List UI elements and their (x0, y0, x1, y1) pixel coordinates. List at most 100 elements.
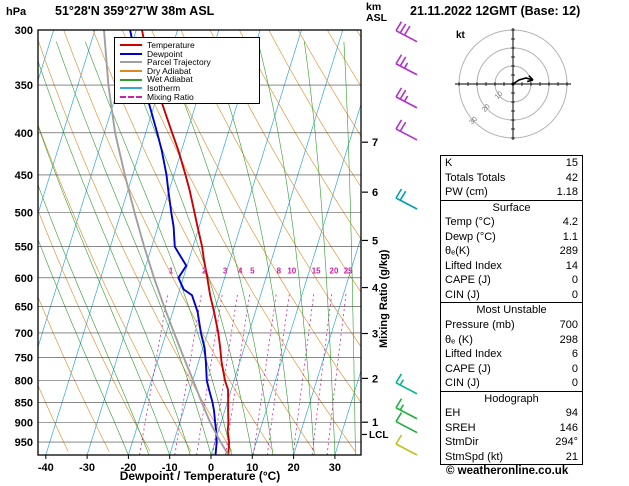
table-label: Lifted Index (445, 348, 502, 361)
lcl-label: LCL (369, 430, 388, 441)
altitude-unit-km: km (366, 1, 382, 13)
mixing-ratio-value-label: 4 (238, 267, 243, 276)
table-value: 1.1 (562, 230, 578, 243)
table-row: CIN (J) 0 (441, 288, 582, 303)
table-section-header: Most Unstable (441, 302, 582, 318)
pressure-tick-label: 950 (15, 437, 33, 449)
datetime-label: 21.11.2022 12GMT (Base: 12) (410, 4, 581, 18)
dry-adiabat-grid (38, 30, 361, 452)
legend-item-parcel-trajectory: Parcel Trajectory (120, 58, 259, 67)
legend-label: Wet Adiabat (147, 74, 193, 85)
temp-tick-label: -20 (120, 462, 136, 474)
table-value: 42 (565, 171, 578, 184)
pressure-tick-label: 450 (15, 170, 33, 182)
pressure-tick-label: 400 (15, 128, 33, 140)
altitude-axis-unit-label: km ASL (366, 2, 387, 24)
table-row: PW (cm) 1.18 (441, 185, 582, 200)
km-tick-label: 6 (372, 187, 378, 199)
table-row: CIN (J) 0 (441, 376, 582, 391)
table-label: StmSpd (kt) (445, 450, 504, 463)
table-label: θₑ (K) (445, 333, 473, 346)
table-value: 0 (571, 362, 578, 375)
table-label: CAPE (J) (445, 274, 491, 287)
mixing-ratio-value-label: 10 (287, 267, 296, 276)
mixing-ratio-value-label: 5 (250, 267, 255, 276)
table-row: StmDir 294° (441, 435, 582, 450)
legend: Temperature Dewpoint Parcel Trajectory Dry … (114, 37, 260, 105)
table-label: Totals Totals (445, 171, 506, 184)
table-value: 94 (565, 407, 578, 420)
wind-barb (395, 54, 418, 76)
profile-temperature (141, 30, 231, 455)
legend-line-sample (120, 78, 142, 81)
table-row: CAPE (J) 0 (441, 273, 582, 288)
mixing-ratio-value-label: 2 (202, 267, 207, 276)
table-row: Totals Totals 42 (441, 171, 582, 186)
table-row: Lifted Index 14 (441, 259, 582, 274)
wind-barb (395, 398, 418, 420)
temp-tick-label: 0 (208, 462, 214, 474)
wind-barb (395, 87, 418, 109)
table-value: 21 (565, 450, 578, 463)
hodograph-unit-label: kt (456, 30, 466, 41)
pressure-axis-unit-label: hPa (6, 6, 27, 18)
pressure-gridlines (38, 30, 361, 443)
legend-item-temperature: Temperature (120, 41, 259, 50)
km-tick-label: 2 (372, 373, 378, 385)
indices-table: K 15 Totals Totals 42 PW (cm) 1.18 Surface Temp… (440, 155, 583, 466)
wind-barb (395, 373, 418, 395)
table-section-header: Hodograph (441, 390, 582, 407)
km-tick-label: 5 (372, 235, 378, 247)
copyright-label: © weatheronline.co.uk (446, 465, 569, 477)
table-row: SREH 146 (441, 421, 582, 436)
pressure-tick-label: 500 (15, 208, 33, 220)
table-row: Dewp (°C) 1.1 (441, 230, 582, 245)
legend-item-isotherm: Isotherm (120, 84, 259, 93)
table-label: Temp (°C) (445, 216, 495, 229)
legend-item-wet-adiabat: Wet Adiabat (120, 75, 259, 84)
temp-tick-label: 10 (246, 462, 258, 474)
wind-barb (395, 412, 418, 434)
legend-line-sample (120, 70, 142, 73)
hodograph-ring-label: 20 (481, 103, 492, 114)
pressure-tick-label: 300 (15, 25, 33, 37)
temperature-axis-label: Dewpoint / Temperature (°C) (119, 469, 281, 483)
table-label: SREH (445, 421, 476, 434)
mixing-ratio-grid (139, 292, 347, 455)
table-label: PW (cm) (445, 186, 488, 199)
table-label: CIN (J) (445, 377, 480, 390)
table-value: 294° (555, 436, 578, 449)
legend-line-sample (120, 44, 142, 47)
table-value: 14 (565, 259, 578, 272)
pressure-tick-label: 550 (15, 242, 33, 254)
table-value: 1.18 (556, 186, 578, 199)
legend-label: Dry Adiabat (147, 65, 191, 76)
legend-item-dry-adiabat: Dry Adiabat (120, 67, 259, 76)
plot-area (38, 30, 361, 455)
wind-barb (395, 21, 418, 43)
table-value: 289 (559, 245, 578, 258)
km-tick-label: 1 (372, 417, 378, 429)
legend-label: Dewpoint (147, 48, 183, 59)
km-tick-label: 3 (372, 329, 378, 341)
table-value: 146 (559, 421, 578, 434)
table-label: Dewp (°C) (445, 230, 496, 243)
table-label: θₑ(K) (445, 245, 470, 258)
pressure-tick-label: 750 (15, 353, 33, 365)
pressure-tick-label: 800 (15, 376, 33, 388)
legend-item-dewpoint: Dewpoint (120, 50, 259, 59)
table-label: StmDir (445, 436, 479, 449)
mixing-ratio-value-label: 8 (277, 267, 282, 276)
hodograph-ring-label: 30 (469, 116, 480, 127)
table-row: StmSpd (kt) 21 (441, 450, 582, 465)
profile-dewpoint (129, 30, 218, 455)
table-value: 0 (571, 274, 578, 287)
table-row: Pressure (mb) 700 (441, 318, 582, 333)
table-section-header: Surface (441, 199, 582, 216)
pressure-tick-label: 650 (15, 301, 33, 313)
table-row: K 15 (441, 156, 582, 171)
altitude-unit-asl: ASL (366, 12, 387, 24)
table-value: 4.2 (562, 216, 578, 229)
